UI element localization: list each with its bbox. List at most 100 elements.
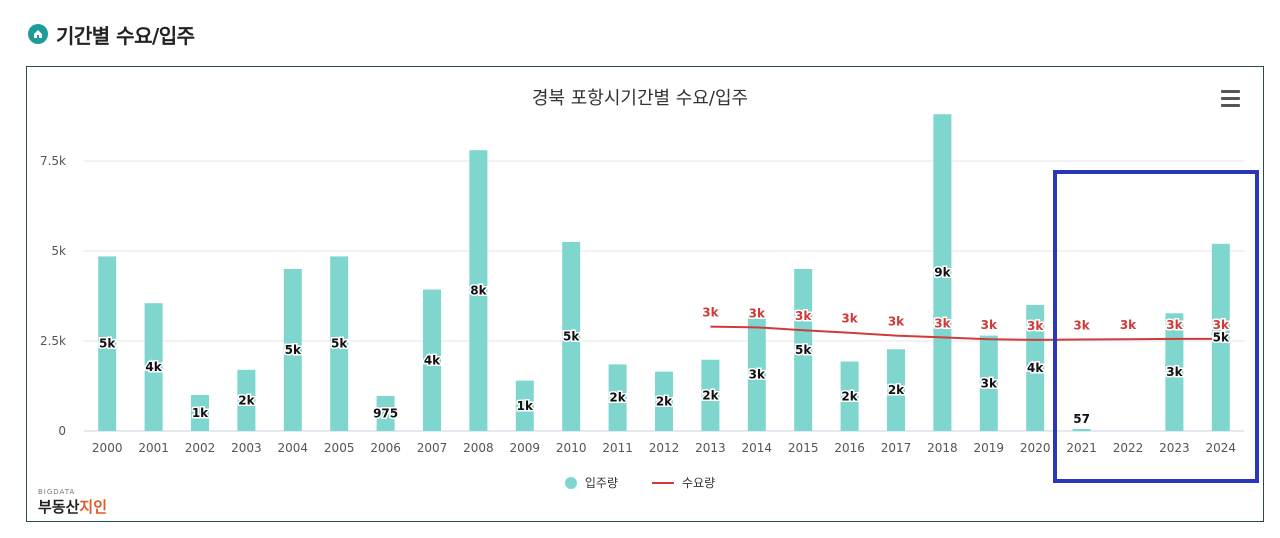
bar [1211,243,1230,431]
x-tick-label: 2019 [974,441,1005,455]
bar [330,256,349,431]
line-data-label: 3k [1166,318,1183,332]
brand-main: 부동산지인 [38,496,107,517]
x-tick-label: 2004 [278,441,309,455]
x-tick-label: 2009 [510,441,541,455]
x-tick-label: 2020 [1020,441,1051,455]
bar [237,369,256,431]
x-tick-label: 2023 [1159,441,1190,455]
bar [562,242,581,431]
bar-data-label: 8k [470,284,487,298]
bar-data-label: 9k [934,266,951,280]
x-tick-label: 2000 [92,441,123,455]
bar [469,150,488,431]
x-tick-label: 2024 [1206,441,1237,455]
bar [701,359,720,431]
line-data-label: 3k [934,316,951,330]
bar [608,364,627,431]
bar-data-label: 3k [981,376,998,390]
section-header: 기간별 수요/입주 [28,20,195,48]
bar-data-label: 2k [702,388,719,402]
highlight-box [1053,170,1259,483]
line-data-label: 3k [888,315,905,329]
bar-data-label: 5k [99,337,116,351]
bar-data-label: 2k [656,394,673,408]
legend-item-line[interactable]: 수요량 [652,474,715,491]
bar [933,114,952,431]
line-data-label: 3k [749,306,766,320]
bar [283,269,302,431]
x-tick-label: 2021 [1066,441,1097,455]
bar-data-label: 3k [1166,365,1183,379]
bar [887,349,905,431]
bar-data-label: 4k [424,353,441,367]
y-tick-label: 2.5k [40,334,66,348]
bar [1072,428,1091,431]
brand-logo: BIGDATA 부동산지인 [38,488,107,517]
legend-item-bar[interactable]: 입주량 [564,474,618,491]
brand-main-b: 지인 [79,498,108,516]
bar [144,303,163,431]
x-tick-label: 2001 [138,441,169,455]
bar-data-label: 2k [238,393,255,407]
bar [655,371,673,431]
x-tick-label: 2005 [324,441,355,455]
legend-line-marker [652,481,674,484]
x-tick-label: 2006 [370,441,401,455]
legend-bar-label: 입주량 [584,476,618,490]
x-tick-label: 2022 [1113,441,1144,455]
x-tick-label: 2016 [834,441,865,455]
bar-data-label: 3k [749,368,766,382]
bar [423,289,441,431]
bar [515,380,534,431]
x-tick-label: 2018 [927,441,958,455]
demand-line [710,325,1221,341]
bar-data-label: 2k [841,389,858,403]
bar [1026,305,1045,431]
bar-data-label: 4k [1027,361,1044,375]
bar-data-label: 5k [563,330,580,344]
bar-data-label: 2k [609,391,626,405]
menu-icon[interactable] [1219,90,1243,110]
bar-data-label: 4k [145,360,162,374]
legend-line-label: 수요량 [682,476,716,490]
x-tick-label: 2014 [742,441,773,455]
legend-bar-marker [564,476,577,489]
chart-legend: 입주량 수요량 [0,474,1280,491]
y-tick-label: 5k [51,244,66,258]
bar [840,361,859,431]
bar-data-label: 5k [1213,330,1230,344]
home-icon [28,24,48,44]
x-tick-label: 2015 [788,441,819,455]
bar-data-label: 975 [373,406,398,420]
bar-data-label: 1k [517,399,534,413]
bar [376,395,395,431]
bar [1165,313,1184,431]
x-tick-label: 2013 [695,441,726,455]
x-tick-label: 2008 [463,441,494,455]
bar-data-label: 57 [1073,412,1090,426]
line-data-label: 3k [702,306,719,320]
bar [979,335,998,431]
bar-data-label: 5k [285,343,302,357]
bar-data-label: 5k [331,337,348,351]
bar [98,256,117,431]
line-data-label: 3k [795,309,812,323]
brand-top: BIGDATA [38,488,76,496]
x-tick-label: 2002 [185,441,216,455]
y-tick-label: 0 [58,424,66,438]
x-tick-label: 2010 [556,441,587,455]
bar-data-label: 5k [795,343,812,357]
line-data-label: 3k [1027,319,1044,333]
bar-data-label: 2k [888,383,905,397]
line-data-label: 3k [841,312,858,326]
x-tick-label: 2012 [649,441,680,455]
x-tick-label: 2011 [602,441,633,455]
bar [794,269,813,431]
x-tick-label: 2007 [417,441,448,455]
x-tick-label: 2017 [881,441,912,455]
y-tick-label: 7.5k [40,154,66,168]
line-data-label: 3k [1213,318,1230,332]
brand-main-a: 부동산 [38,498,80,516]
